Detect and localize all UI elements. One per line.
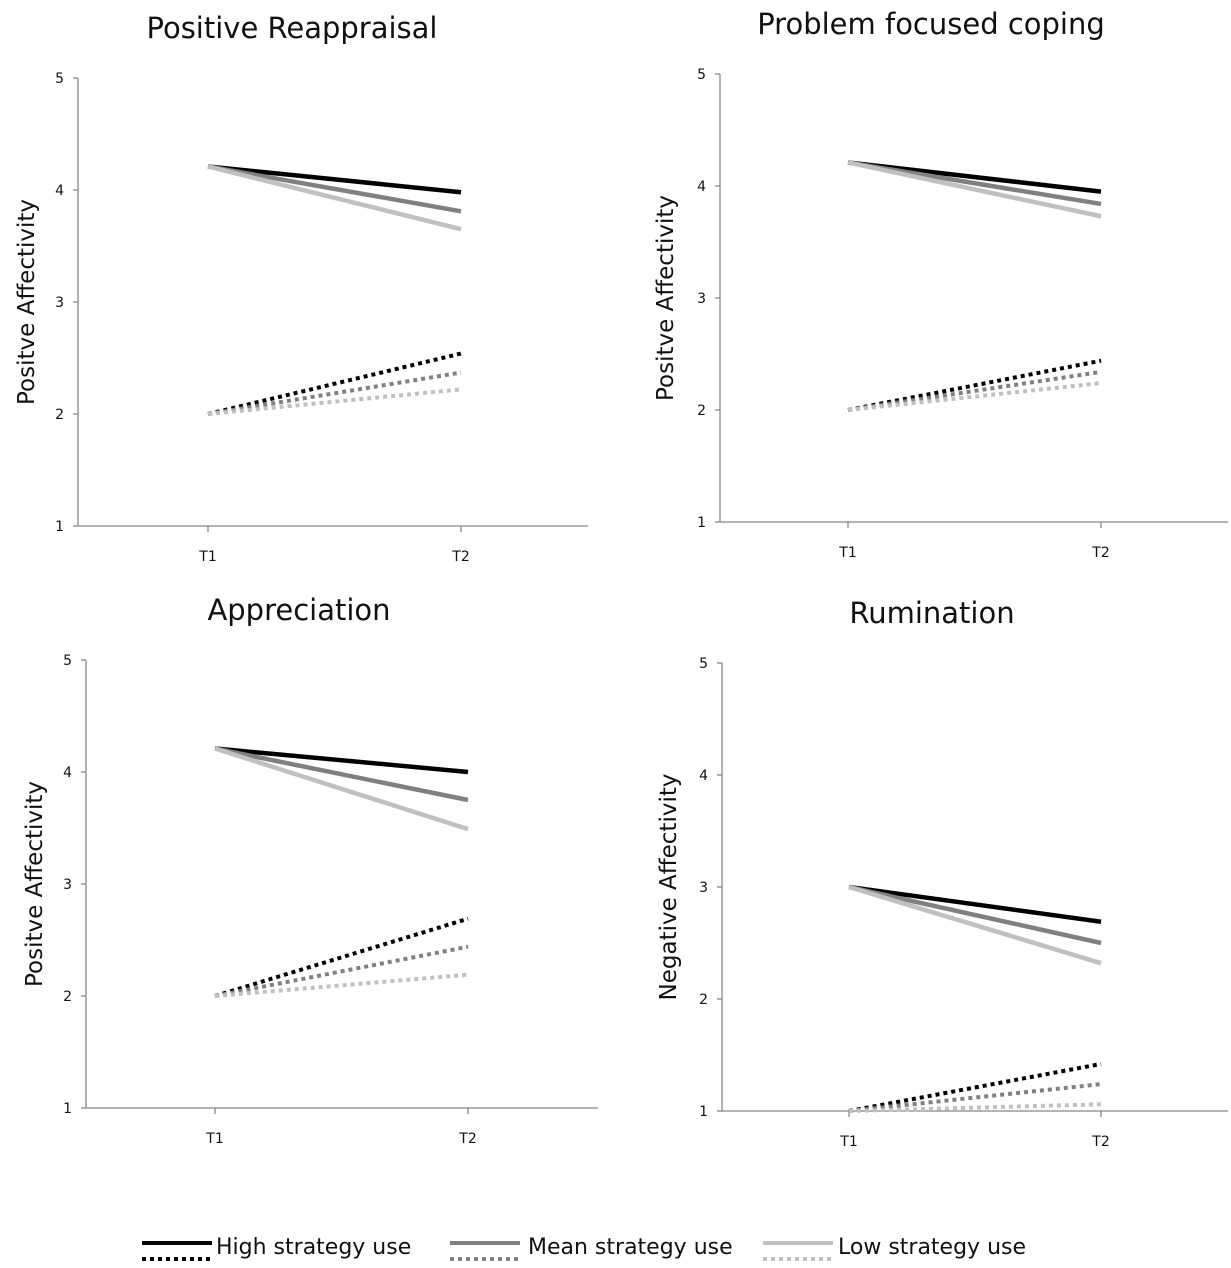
series-line-low-strategy-use-dotted bbox=[207, 387, 462, 416]
chart-panel-positive-reappraisal: Positive Reappraisal Positve Affectivity 1… bbox=[14, 11, 588, 565]
y-tick-label: 3 bbox=[699, 880, 708, 896]
y-tick-label: 2 bbox=[63, 989, 72, 1005]
y-tick-label: 4 bbox=[63, 765, 72, 781]
y-tick-label: 2 bbox=[697, 403, 706, 419]
y-tick-label: 5 bbox=[63, 653, 72, 669]
chart-title: Problem focused coping bbox=[757, 7, 1105, 41]
y-tick-label: 5 bbox=[697, 67, 706, 83]
y-tick-label: 2 bbox=[699, 992, 708, 1008]
legend-label: Low strategy use bbox=[838, 1235, 1026, 1260]
y-axis-label: Negative Affectivity bbox=[656, 774, 682, 1001]
series-line-mean-strategy-use-dotted bbox=[847, 369, 1102, 412]
legend: High strategy use Mean strategy use Low st… bbox=[142, 1235, 1026, 1261]
y-tick-label: 3 bbox=[697, 291, 706, 307]
y-tick-label: 5 bbox=[55, 71, 64, 87]
x-tick-label: T1 bbox=[838, 545, 856, 561]
series-line-high-strategy-use-dotted bbox=[214, 916, 469, 998]
x-tick-label: T2 bbox=[1091, 545, 1109, 561]
chart-panel-rumination: Rumination Negative Affectivity 1 2 3 4 5 T1 T2 bbox=[656, 596, 1228, 1150]
series-line-mean-strategy-use-dotted bbox=[214, 944, 469, 998]
legend-item-low-strategy-use: Low strategy use bbox=[763, 1235, 1026, 1261]
series-line-mean-strategy-use-solid bbox=[214, 746, 469, 803]
series-line-mean-strategy-use-dotted bbox=[207, 370, 462, 416]
legend-label: Mean strategy use bbox=[528, 1235, 733, 1260]
x-tick-label: T1 bbox=[839, 1134, 857, 1150]
y-tick-label: 4 bbox=[699, 768, 708, 784]
chart-panel-appreciation: Appreciation Positve Affectivity 1 2 3 4 5 T1 T2 bbox=[22, 593, 598, 1147]
chart-title: Appreciation bbox=[207, 593, 390, 627]
x-tick-label: T2 bbox=[1091, 1134, 1109, 1150]
y-tick-label: 4 bbox=[697, 179, 706, 195]
chart-title: Positive Reappraisal bbox=[147, 11, 438, 45]
y-tick-label: 1 bbox=[699, 1104, 708, 1120]
y-tick-label: 1 bbox=[63, 1101, 72, 1117]
legend-label: High strategy use bbox=[216, 1235, 411, 1260]
series-line-high-strategy-use-solid bbox=[207, 164, 462, 195]
legend-item-high-strategy-use: High strategy use bbox=[142, 1235, 411, 1261]
series-line-low-strategy-use-dotted bbox=[847, 381, 1102, 412]
series-line-high-strategy-use-dotted bbox=[848, 1061, 1102, 1113]
series-line-high-strategy-use-solid bbox=[214, 746, 469, 775]
y-axis-label: Positve Affectivity bbox=[14, 199, 40, 405]
series-line-high-strategy-use-dotted bbox=[207, 351, 462, 416]
x-tick-label: T1 bbox=[198, 549, 216, 565]
series-line-low-strategy-use-solid bbox=[847, 160, 1102, 219]
x-tick-label: T2 bbox=[458, 1131, 476, 1147]
series-line-mean-strategy-use-solid bbox=[848, 884, 1102, 946]
series-line-low-strategy-use-dotted bbox=[214, 972, 469, 998]
series-line-low-strategy-use-solid bbox=[207, 164, 462, 232]
legend-item-mean-strategy-use: Mean strategy use bbox=[450, 1235, 733, 1261]
y-axis-label: Positve Affectivity bbox=[653, 195, 679, 401]
series-line-high-strategy-use-solid bbox=[848, 884, 1102, 924]
series-line-low-strategy-use-solid bbox=[214, 746, 469, 832]
series-line-low-strategy-use-solid bbox=[848, 884, 1102, 966]
chart-title: Rumination bbox=[849, 596, 1014, 630]
y-axis-label: Positve Affectivity bbox=[22, 781, 48, 987]
y-tick-label: 3 bbox=[55, 295, 64, 311]
series-line-low-strategy-use-dotted bbox=[848, 1102, 1102, 1113]
chart-panel-problem-focused-coping: Problem focused coping Positve Affectivit… bbox=[653, 7, 1228, 561]
series-line-mean-strategy-use-solid bbox=[207, 164, 462, 214]
y-tick-label: 3 bbox=[63, 877, 72, 893]
y-tick-label: 4 bbox=[55, 183, 64, 199]
y-tick-label: 2 bbox=[55, 407, 64, 423]
x-tick-label: T1 bbox=[205, 1131, 223, 1147]
series-line-mean-strategy-use-dotted bbox=[848, 1082, 1102, 1113]
y-tick-label: 1 bbox=[55, 519, 64, 535]
x-tick-label: T2 bbox=[451, 549, 469, 565]
y-tick-label: 5 bbox=[699, 656, 708, 672]
y-tick-label: 1 bbox=[697, 515, 706, 531]
